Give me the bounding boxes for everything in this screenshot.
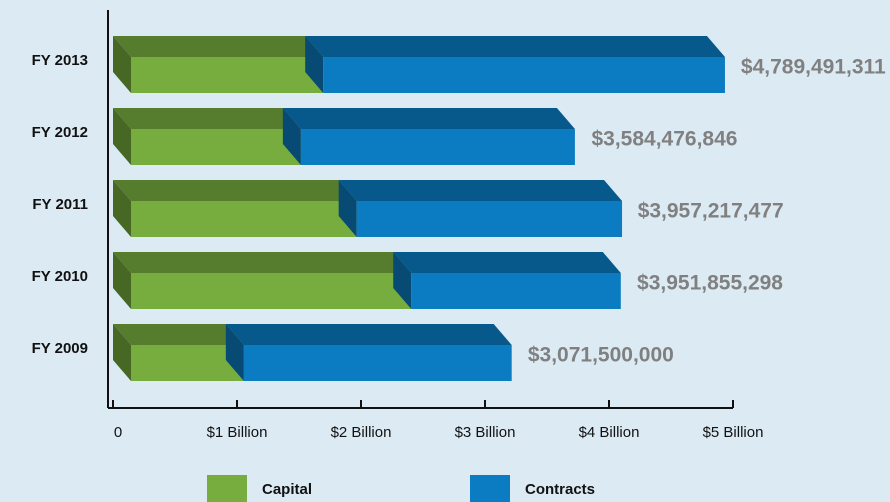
bar: [131, 57, 324, 93]
category-label: FY 2011: [32, 196, 88, 213]
bar-top-face: [225, 324, 512, 345]
bar: [243, 345, 512, 381]
bar-top-face: [113, 252, 412, 273]
bar-top-face: [338, 180, 623, 201]
bar: [356, 201, 623, 237]
x-tick-label: $3 Billion: [455, 424, 516, 441]
bar: [131, 201, 357, 237]
bar-side-face: [393, 252, 412, 309]
x-tick-label: $1 Billion: [207, 424, 268, 441]
bar-side-face: [225, 324, 244, 381]
legend-swatch: [470, 475, 510, 502]
total-label: $3,071,500,000: [528, 344, 674, 367]
total-label: $3,951,855,298: [637, 272, 783, 295]
bar: [300, 129, 575, 165]
bar-top-face: [113, 108, 301, 129]
x-tick-label: $5 Billion: [703, 424, 764, 441]
legend-label: Contracts: [525, 481, 595, 498]
x-tick-label: $2 Billion: [331, 424, 392, 441]
bar-side-face: [113, 324, 131, 381]
bar: [411, 273, 621, 309]
legend-swatch: [207, 475, 247, 502]
bar-top-face: [282, 108, 575, 129]
bar-top-face: [113, 324, 244, 345]
legend-label: Capital: [262, 481, 312, 498]
x-tick-label: $4 Billion: [579, 424, 640, 441]
bar-side-face: [282, 108, 301, 165]
bar-top-face: [113, 36, 324, 57]
bar-top-face: [393, 252, 621, 273]
bar-side-face: [113, 36, 131, 93]
category-label: FY 2013: [32, 52, 88, 69]
bar-top-face: [305, 36, 725, 57]
total-label: $3,957,217,477: [638, 200, 784, 223]
bar-side-face: [113, 108, 131, 165]
bar: [131, 129, 301, 165]
bar-side-face: [338, 180, 357, 237]
bar-side-face: [305, 36, 324, 93]
total-label: $3,584,476,846: [591, 128, 737, 151]
category-label: FY 2012: [32, 124, 88, 141]
category-label: FY 2010: [32, 268, 88, 285]
bar-side-face: [113, 180, 131, 237]
bar: [131, 273, 412, 309]
bar-top-face: [113, 180, 357, 201]
bar-side-face: [113, 252, 131, 309]
bar: [131, 345, 244, 381]
x-tick-label: 0: [114, 424, 122, 441]
category-label: FY 2009: [32, 340, 88, 357]
total-label: $4,789,491,311: [741, 56, 886, 79]
bar: [323, 57, 725, 93]
